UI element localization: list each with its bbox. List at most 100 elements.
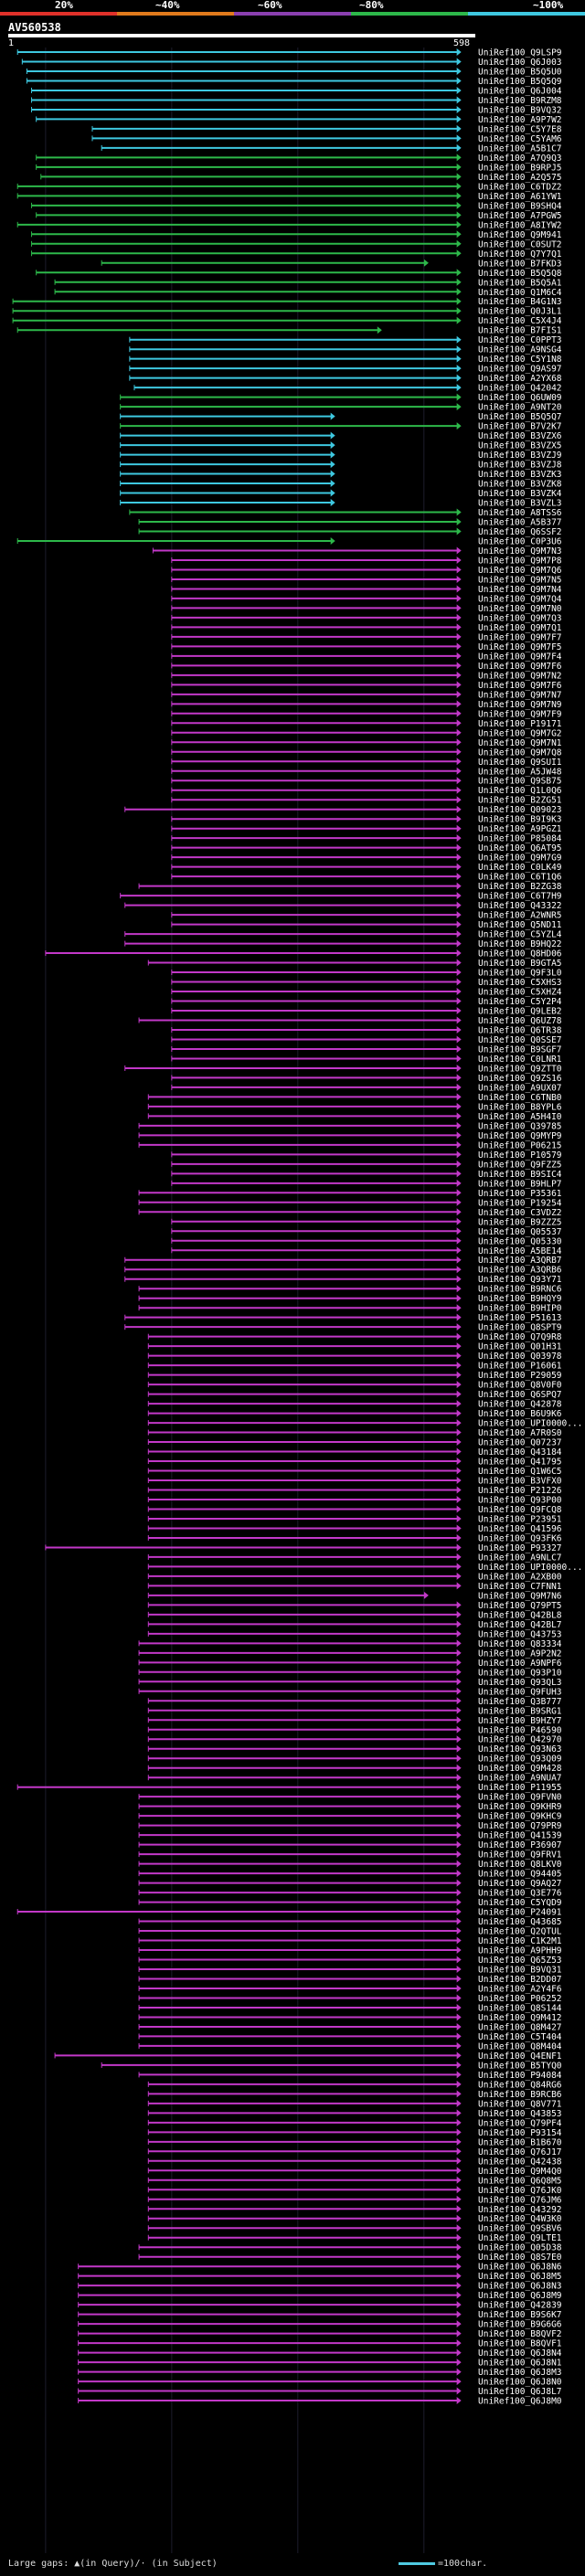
hit-label[interactable]: UniRef100_A2XB00 bbox=[478, 1572, 562, 1582]
hit-label[interactable]: UniRef100_B3VZL3 bbox=[478, 499, 562, 509]
hit-label[interactable]: UniRef100_Q03978 bbox=[478, 1352, 562, 1362]
hit-label[interactable]: UniRef100_Q3B777 bbox=[478, 1697, 562, 1707]
hit-label[interactable]: UniRef100_C7FNN1 bbox=[478, 1582, 562, 1592]
hit-label[interactable]: UniRef100_Q9M7Q1 bbox=[478, 623, 562, 633]
hit-label[interactable]: UniRef100_Q41539 bbox=[478, 1831, 562, 1841]
hit-label[interactable]: UniRef100_Q9LTE1 bbox=[478, 2233, 562, 2243]
hit-label[interactable]: UniRef100_A8IYW2 bbox=[478, 220, 562, 230]
hit-label[interactable]: UniRef100_Q42839 bbox=[478, 2301, 562, 2311]
hit-label[interactable]: UniRef100_Q6J8N3 bbox=[478, 2282, 562, 2292]
hit-label[interactable]: UniRef100_Q6Q8M5 bbox=[478, 2176, 562, 2186]
hit-label[interactable]: UniRef100_Q9M428 bbox=[478, 1764, 562, 1774]
hit-label[interactable]: UniRef100_Q76JM6 bbox=[478, 2195, 562, 2205]
hit-label[interactable]: UniRef100_Q6J8M5 bbox=[478, 2272, 562, 2282]
hit-label[interactable]: UniRef100_Q9M7Q3 bbox=[478, 613, 562, 623]
hit-label[interactable]: UniRef100_B9G6G6 bbox=[478, 2320, 562, 2330]
hit-label[interactable]: UniRef100_A9NSG4 bbox=[478, 345, 562, 355]
hit-label[interactable]: UniRef100_B3VZJ9 bbox=[478, 451, 562, 461]
hit-label[interactable]: UniRef100_C5XHZ4 bbox=[478, 988, 562, 998]
hit-label[interactable]: UniRef100_B5Q5Q8 bbox=[478, 269, 562, 279]
hit-label[interactable]: UniRef100_Q9FCQ8 bbox=[478, 1505, 562, 1515]
hit-label[interactable]: UniRef100_C0SUT2 bbox=[478, 239, 562, 249]
hit-label[interactable]: UniRef100_Q9ZTT0 bbox=[478, 1064, 562, 1074]
hit-label[interactable]: UniRef100_Q79PT5 bbox=[478, 1601, 562, 1611]
hit-label[interactable]: UniRef100_B7FKD3 bbox=[478, 259, 562, 269]
hit-label[interactable]: UniRef100_B9RNC6 bbox=[478, 1285, 562, 1295]
hit-label[interactable]: UniRef100_Q42970 bbox=[478, 1735, 562, 1745]
hit-label[interactable]: UniRef100_Q6J8L7 bbox=[478, 2387, 562, 2397]
hit-label[interactable]: UniRef100_Q6UZ78 bbox=[478, 1016, 562, 1026]
hit-label[interactable]: UniRef100_Q05330 bbox=[478, 1236, 562, 1246]
hit-label[interactable]: UniRef100_P46590 bbox=[478, 1725, 562, 1735]
hit-label[interactable]: UniRef100_Q9M7Q8 bbox=[478, 747, 562, 758]
hit-label[interactable]: UniRef100_Q8V0F0 bbox=[478, 1381, 562, 1391]
hit-label[interactable]: UniRef100_C6TDZ2 bbox=[478, 182, 562, 192]
hit-label[interactable]: UniRef100_C5YAM6 bbox=[478, 134, 562, 144]
hit-label[interactable]: UniRef100_Q93N63 bbox=[478, 1744, 562, 1754]
hit-label[interactable]: UniRef100_P35361 bbox=[478, 1189, 562, 1199]
hit-label[interactable]: UniRef100_B3VZJ8 bbox=[478, 461, 562, 471]
hit-label[interactable]: UniRef100_B9RZM8 bbox=[478, 96, 562, 106]
hit-label[interactable]: UniRef100_B3VZX5 bbox=[478, 441, 562, 451]
hit-label[interactable]: UniRef100_Q43184 bbox=[478, 1447, 562, 1458]
hit-label[interactable]: UniRef100_B2ZG38 bbox=[478, 882, 562, 892]
hit-label[interactable]: UniRef100_Q05537 bbox=[478, 1227, 562, 1237]
hit-label[interactable]: UniRef100_B5Q5Q7 bbox=[478, 412, 562, 422]
hit-label[interactable]: UniRef100_C5X4J4 bbox=[478, 316, 562, 326]
hit-label[interactable]: UniRef100_C6T1Q6 bbox=[478, 873, 562, 883]
hit-label[interactable]: UniRef100_Q93FK6 bbox=[478, 1533, 562, 1543]
hit-label[interactable]: UniRef100_Q9M7N1 bbox=[478, 738, 562, 748]
hit-label[interactable]: UniRef100_Q6SSF2 bbox=[478, 527, 562, 537]
hit-label[interactable]: UniRef100_Q9M7P8 bbox=[478, 556, 562, 566]
hit-label[interactable]: UniRef100_Q9M7F6 bbox=[478, 681, 562, 691]
hit-label[interactable]: UniRef100_Q9AQ27 bbox=[478, 1879, 562, 1889]
hit-label[interactable]: UniRef100_Q93P00 bbox=[478, 1495, 562, 1505]
hit-label[interactable]: UniRef100_Q6J8N1 bbox=[478, 2359, 562, 2369]
hit-label[interactable]: UniRef100_Q42878 bbox=[478, 1400, 562, 1410]
hit-label[interactable]: UniRef100_Q83334 bbox=[478, 1639, 562, 1649]
hit-label[interactable]: UniRef100_Q9KHC9 bbox=[478, 1812, 562, 1822]
hit-label[interactable]: UniRef100_P23951 bbox=[478, 1514, 562, 1524]
hit-label[interactable]: UniRef100_Q9M7N0 bbox=[478, 604, 562, 614]
hit-label[interactable]: UniRef100_A7PGW5 bbox=[478, 211, 562, 221]
hit-label[interactable]: UniRef100_Q8M404 bbox=[478, 2041, 562, 2051]
hit-label[interactable]: UniRef100_P85084 bbox=[478, 834, 562, 844]
hit-label[interactable]: UniRef100_Q9M7N6 bbox=[478, 1591, 562, 1601]
hit-label[interactable]: UniRef100_Q6J8N4 bbox=[478, 2348, 562, 2359]
hit-label[interactable]: UniRef100_C6TNB0 bbox=[478, 1093, 562, 1103]
hit-label[interactable]: UniRef100_Q9FVN0 bbox=[478, 1793, 562, 1803]
hit-label[interactable]: UniRef100_Q5ND11 bbox=[478, 920, 562, 930]
hit-label[interactable]: UniRef100_Q41795 bbox=[478, 1458, 562, 1468]
hit-label[interactable]: UniRef100_Q6UW09 bbox=[478, 393, 562, 403]
hit-label[interactable]: UniRef100_A9NLC7 bbox=[478, 1553, 562, 1563]
hit-label[interactable]: UniRef100_Q9MYP9 bbox=[478, 1131, 562, 1141]
hit-label[interactable]: UniRef100_B9HLP7 bbox=[478, 1179, 562, 1189]
hit-label[interactable]: UniRef100_Q3E776 bbox=[478, 1889, 562, 1899]
hit-label[interactable]: UniRef100_B9GTA5 bbox=[478, 959, 562, 969]
hit-label[interactable]: UniRef100_A5B1C7 bbox=[478, 143, 562, 154]
hit-label[interactable]: UniRef100_B5Q5U0 bbox=[478, 67, 562, 77]
hit-label[interactable]: UniRef100_Q9M7N2 bbox=[478, 671, 562, 681]
hit-label[interactable]: UniRef100_Q9M7N4 bbox=[478, 585, 562, 595]
hit-label[interactable]: UniRef100_C6T7H9 bbox=[478, 892, 562, 902]
hit-label[interactable]: UniRef100_Q01H31 bbox=[478, 1342, 562, 1352]
hit-label[interactable]: UniRef100_Q42042 bbox=[478, 384, 562, 394]
hit-label[interactable]: UniRef100_A3QRB7 bbox=[478, 1256, 562, 1266]
hit-label[interactable]: UniRef100_B8YPL6 bbox=[478, 1102, 562, 1112]
hit-label[interactable]: UniRef100_Q6J004 bbox=[478, 86, 562, 96]
hit-label[interactable]: UniRef100_Q9AS97 bbox=[478, 365, 562, 375]
hit-label[interactable]: UniRef100_Q9M7F6 bbox=[478, 662, 562, 672]
hit-label[interactable]: UniRef100_B9HIP0 bbox=[478, 1304, 562, 1314]
hit-label[interactable]: UniRef100_Q6J8N6 bbox=[478, 2263, 562, 2273]
hit-label[interactable]: UniRef100_Q9ZS16 bbox=[478, 1074, 562, 1084]
hit-label[interactable]: UniRef100_A9NUA7 bbox=[478, 1774, 562, 1784]
hit-label[interactable]: UniRef100_Q79PF4 bbox=[478, 2118, 562, 2128]
hit-label[interactable]: UniRef100_B8QVF1 bbox=[478, 2339, 562, 2349]
hit-label[interactable]: UniRef100_A2Y4F6 bbox=[478, 1984, 562, 1994]
hit-label[interactable]: UniRef100_C5Y1N8 bbox=[478, 355, 562, 365]
hit-label[interactable]: UniRef100_Q9SBV6 bbox=[478, 2224, 562, 2234]
hit-label[interactable]: UniRef100_Q9M941 bbox=[478, 230, 562, 240]
hit-label[interactable]: UniRef100_B3VZX6 bbox=[478, 431, 562, 441]
hit-label[interactable]: UniRef100_C5XHS3 bbox=[478, 978, 562, 988]
hit-label[interactable]: UniRef100_Q2QTUL bbox=[478, 1927, 562, 1937]
